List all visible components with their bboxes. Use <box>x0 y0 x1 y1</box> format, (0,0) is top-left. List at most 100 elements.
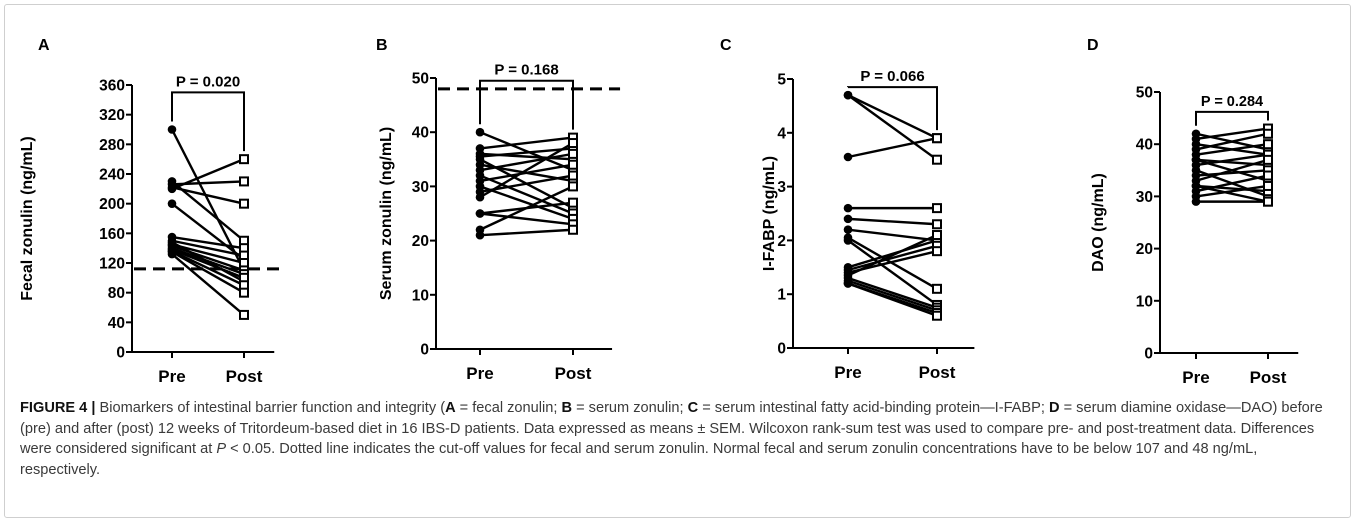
paired-line <box>1195 143 1269 156</box>
y-tick-label: 0 <box>1144 346 1153 363</box>
post-point <box>932 219 942 230</box>
pre-point <box>475 192 485 202</box>
pre-point <box>167 199 177 208</box>
pre-point <box>475 127 485 137</box>
paired-line <box>171 247 245 276</box>
y-tick-label: 4 <box>777 125 786 142</box>
paired-line <box>847 239 938 269</box>
y-tick-label: 320 <box>99 107 125 124</box>
post-point <box>932 283 942 294</box>
paired-line <box>479 131 574 172</box>
y-tick-label: 0 <box>777 341 786 358</box>
y-tick-label: 3 <box>777 179 786 196</box>
caption-text-4: = serum intestinal fatty acid-binding pr… <box>698 400 1049 416</box>
paired-line <box>847 94 938 140</box>
x-category-label: Pre <box>834 363 861 382</box>
significance-bracket <box>479 79 574 130</box>
pre-point <box>475 230 485 240</box>
paired-line <box>847 217 938 226</box>
significance-bracket <box>1195 110 1269 126</box>
post-point <box>1263 196 1273 207</box>
y-tick-label: 200 <box>99 196 125 213</box>
paired-line <box>847 244 938 272</box>
panel-letter: C <box>720 37 732 54</box>
paired-line <box>847 228 938 242</box>
paired-line <box>171 244 245 272</box>
paired-line <box>479 212 574 226</box>
post-point <box>239 309 249 320</box>
paired-line <box>1195 184 1269 198</box>
caption-panel-b: B <box>561 400 573 416</box>
caption-panel-c: C <box>687 400 699 416</box>
paired-line <box>1195 158 1269 182</box>
paired-line <box>479 163 574 183</box>
post-point <box>239 154 249 165</box>
y-tick-label: 50 <box>1136 85 1153 102</box>
y-tick-label: 0 <box>116 345 125 362</box>
y-tick-label: 20 <box>1136 241 1153 258</box>
paired-line <box>479 152 574 172</box>
post-point <box>1263 154 1273 165</box>
paired-line <box>1195 184 1269 193</box>
post-point <box>568 159 578 170</box>
post-point <box>568 224 578 235</box>
pre-point <box>843 279 853 288</box>
y-tick-label: 360 <box>99 78 125 95</box>
panel-letter: D <box>1087 37 1099 54</box>
paired-line <box>171 253 245 316</box>
figure-frame <box>4 4 1351 518</box>
y-tick-label: 10 <box>412 287 429 304</box>
paired-line <box>847 94 938 161</box>
panel-c: C 0 1 2 3 4 5 Pre Post I-FABP (ng/mL) P = 0.066 <box>720 37 975 382</box>
post-point <box>239 287 249 298</box>
post-point <box>1263 180 1273 191</box>
y-tick-label: 50 <box>412 71 429 88</box>
paired-line <box>171 239 245 257</box>
caption-text-5: = serum diamine oxidase—DAO) before (pre… <box>20 400 1323 457</box>
paired-line <box>479 185 574 231</box>
paired-line <box>171 250 245 287</box>
paired-line <box>847 279 938 312</box>
y-tick-label: 5 <box>777 72 786 89</box>
post-point <box>568 170 578 181</box>
y-tick-label: 30 <box>412 179 429 196</box>
y-tick-label: 280 <box>99 137 125 154</box>
paired-line <box>1195 127 1269 141</box>
paired-line <box>1195 132 1269 151</box>
paired-line <box>847 236 938 290</box>
pre-point <box>1191 197 1201 206</box>
y-tick-label: 1 <box>777 287 786 304</box>
pre-point <box>843 225 853 234</box>
pre-point <box>843 203 853 213</box>
post-point <box>568 148 578 159</box>
x-category-label: Post <box>919 363 956 382</box>
post-point <box>568 138 578 149</box>
panel-b: B 0 10 20 30 40 50 Pre Post Serum zonulin (ng/mL)… <box>376 37 621 383</box>
p-value-label: P = 0.168 <box>494 62 558 79</box>
y-tick-label: 30 <box>1136 189 1153 206</box>
pre-point <box>843 214 853 224</box>
figure-caption: FIGURE 4 | Biomarkers of intestinal barr… <box>20 398 1340 480</box>
post-point <box>932 154 942 165</box>
pre-point <box>843 236 853 245</box>
paired-line <box>1195 174 1269 193</box>
paired-line <box>171 158 245 190</box>
caption-panel-a: A <box>445 400 456 416</box>
y-tick-label: 40 <box>108 315 125 332</box>
x-category-label: Pre <box>158 367 185 386</box>
y-axis-title: Serum zonulin (ng/mL) <box>378 127 395 300</box>
y-tick-label: 240 <box>99 167 125 184</box>
y-tick-label: 120 <box>99 256 125 273</box>
panel-letter: A <box>38 37 50 54</box>
post-point <box>932 133 942 144</box>
pre-point <box>843 90 853 100</box>
x-category-label: Pre <box>1182 368 1209 387</box>
post-point <box>568 181 578 192</box>
paired-line <box>847 233 938 277</box>
paired-line <box>479 185 574 221</box>
paired-line <box>171 243 245 265</box>
pre-point <box>167 125 177 134</box>
p-value-label: P = 0.020 <box>176 73 240 90</box>
post-point <box>1263 170 1273 181</box>
